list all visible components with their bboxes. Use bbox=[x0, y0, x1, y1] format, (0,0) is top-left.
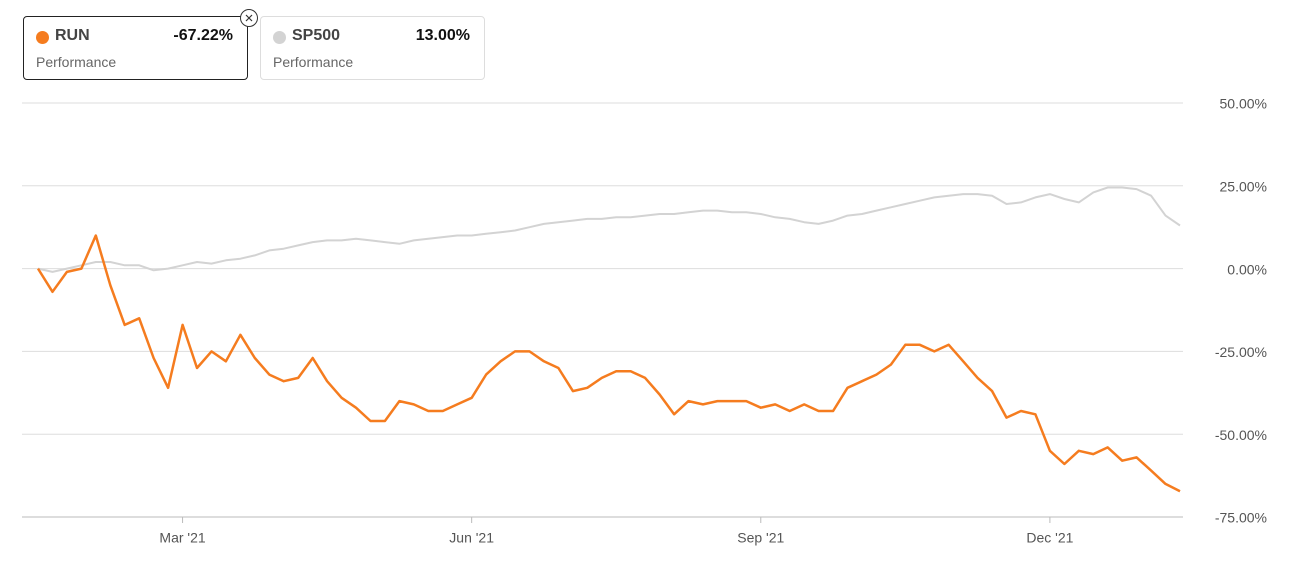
series-line bbox=[37, 186, 1181, 273]
legend-name: SP500 bbox=[292, 27, 341, 44]
y-tick-label: -75.00% bbox=[1215, 510, 1267, 526]
y-tick-label: 0.00% bbox=[1227, 261, 1267, 277]
close-button[interactable] bbox=[239, 8, 259, 28]
x-tick-label: Mar '21 bbox=[159, 530, 205, 546]
legend-value: -67.22% bbox=[173, 27, 233, 44]
y-tick-label: 50.00% bbox=[1220, 96, 1267, 112]
y-tick-label: -50.00% bbox=[1215, 427, 1267, 443]
legend-item[interactable]: RUN -67.22% Performance bbox=[23, 9, 258, 80]
series-line bbox=[36, 234, 1181, 493]
x-tick-label: Sep '21 bbox=[737, 530, 784, 546]
legend-item[interactable]: SP500 13.00% Performance bbox=[260, 16, 485, 80]
legend-swatch bbox=[36, 31, 49, 44]
legend-swatch bbox=[273, 31, 286, 44]
legend-value: 13.00% bbox=[415, 27, 470, 44]
y-tick-label: -25.00% bbox=[1215, 344, 1267, 360]
y-tick-label: 25.00% bbox=[1220, 179, 1267, 195]
x-tick-label: Jun '21 bbox=[449, 530, 494, 546]
legend-caption: Performance bbox=[36, 54, 117, 70]
legend-caption: Performance bbox=[273, 54, 354, 70]
legend-name: RUN bbox=[55, 27, 90, 44]
x-tick-label: Dec '21 bbox=[1026, 530, 1073, 546]
